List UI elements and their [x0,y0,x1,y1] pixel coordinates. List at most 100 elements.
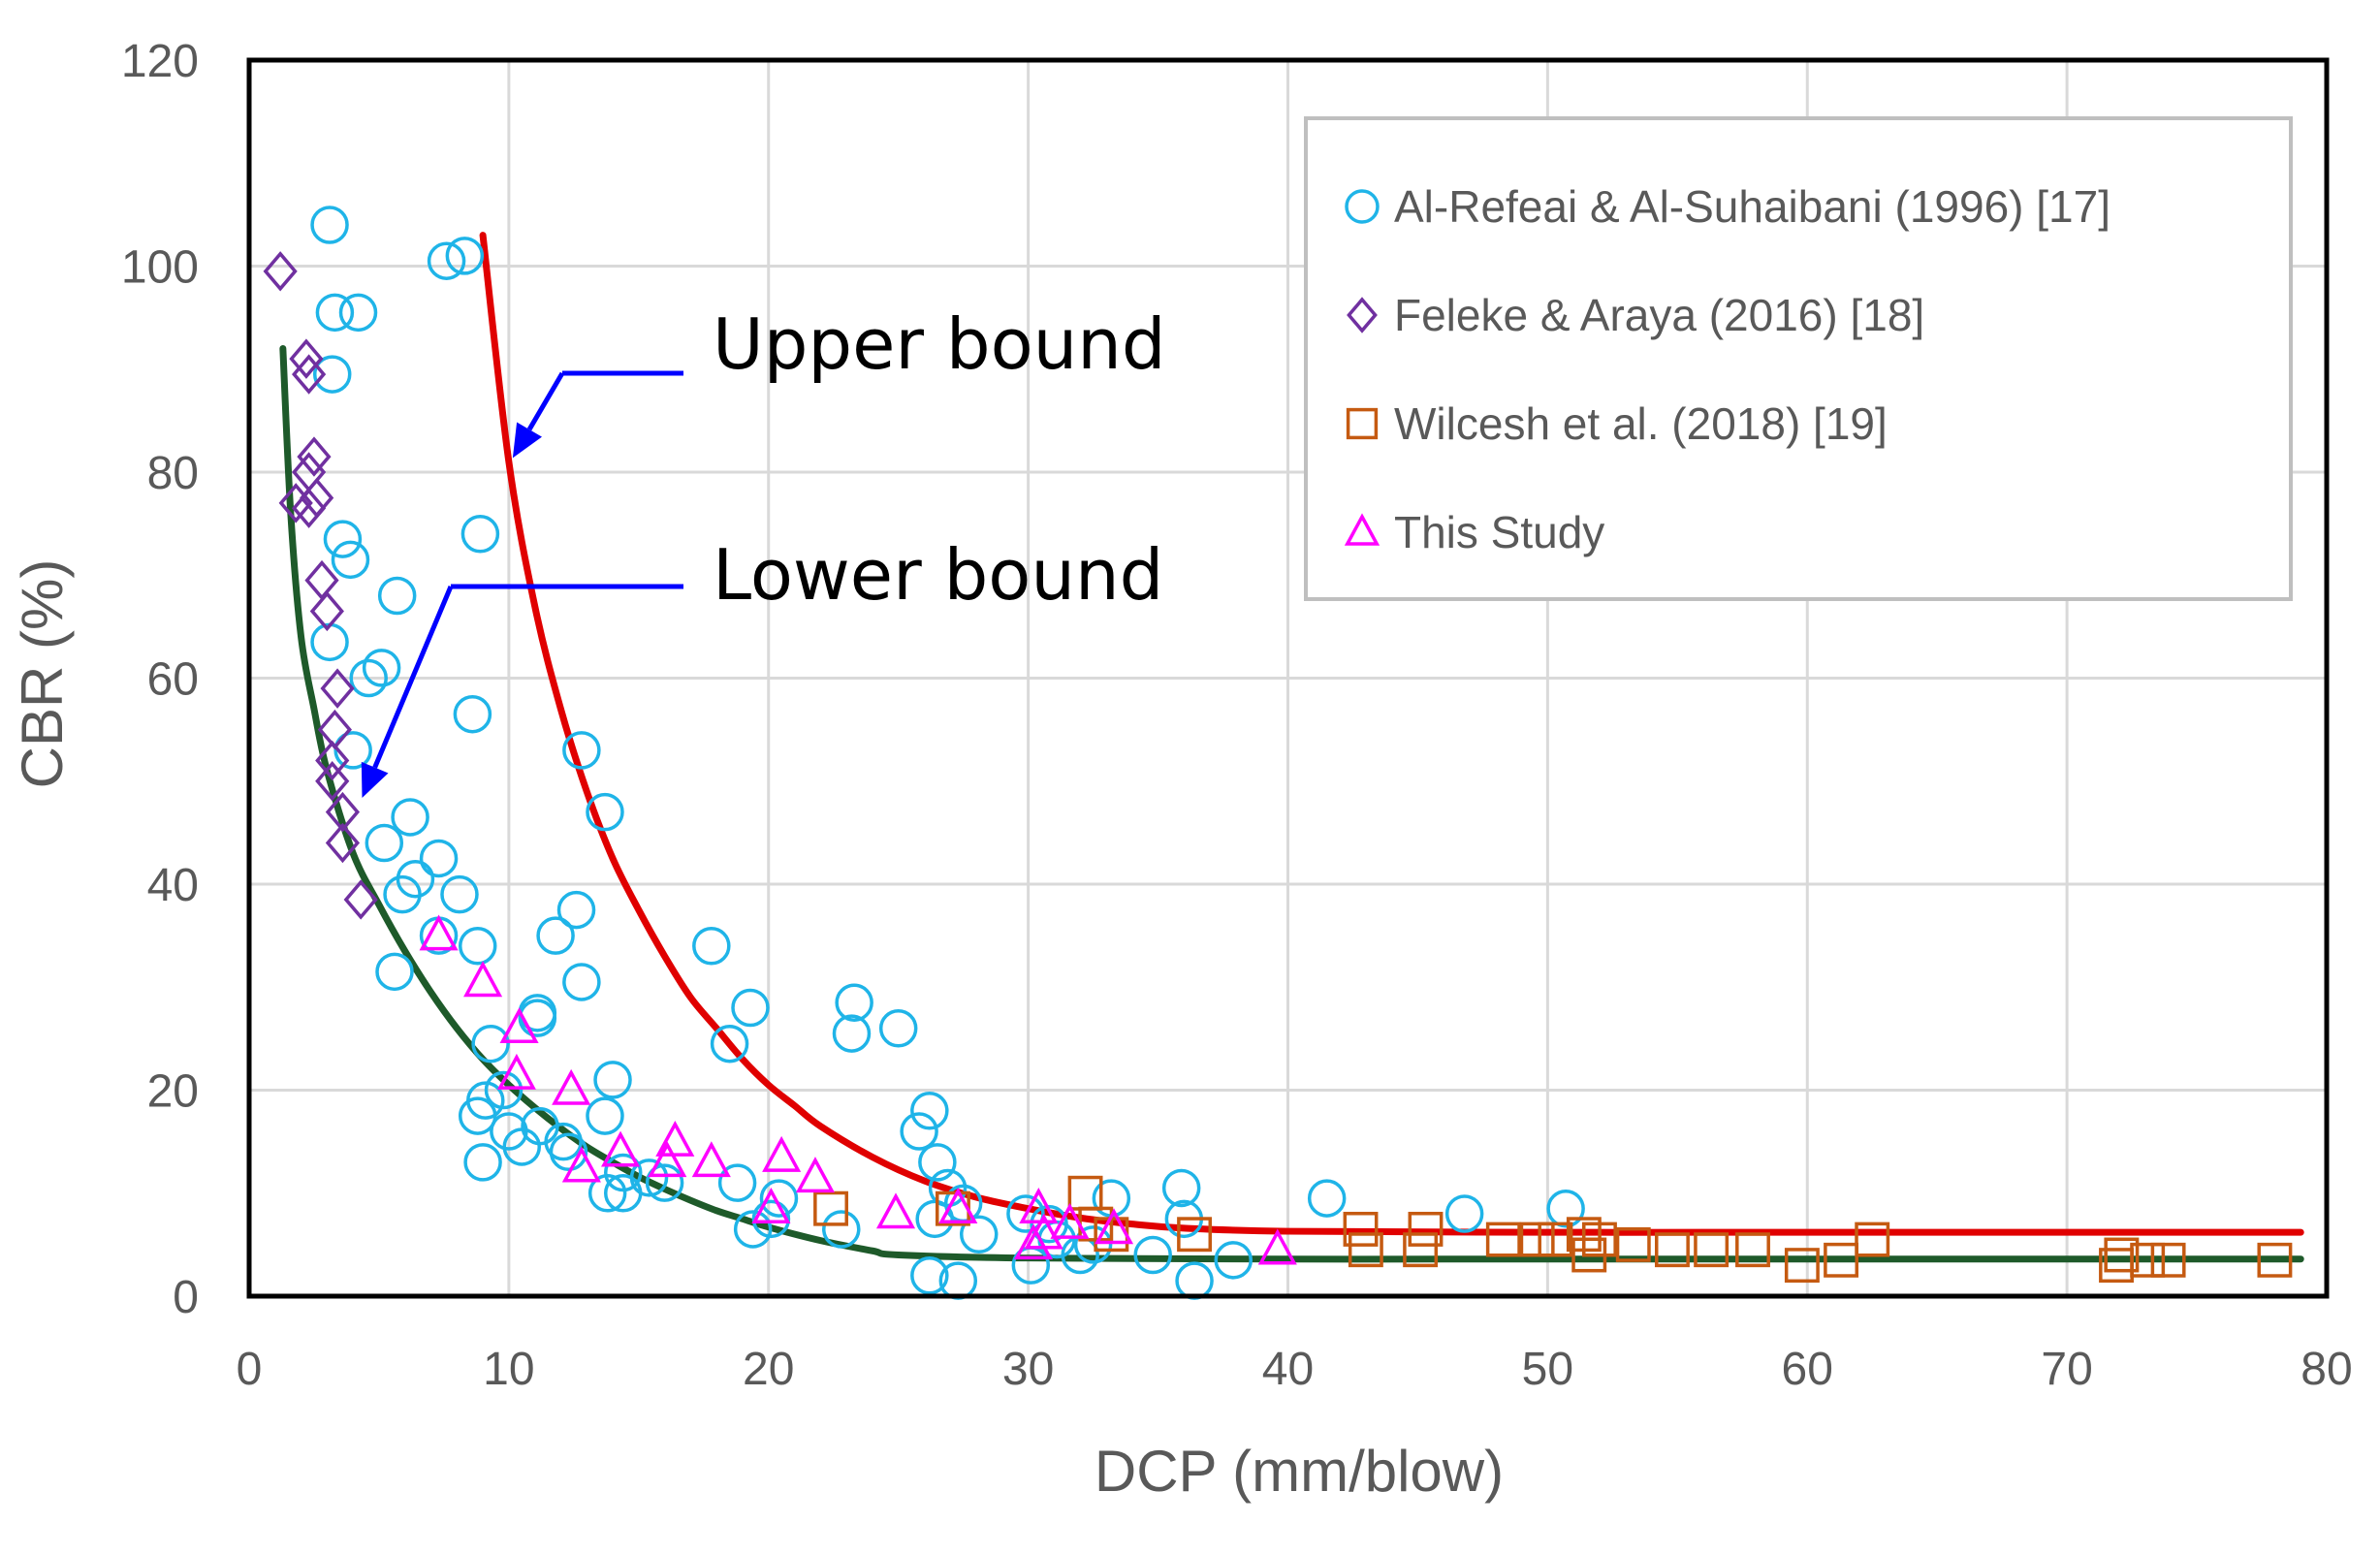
circle-data-point [310,622,349,662]
annotation-arrow-head [361,761,389,798]
legend-label: Wilcesh et al. (2018) [19] [1394,398,1888,449]
annotation-label: Lower bound [713,534,1163,616]
triangle-data-point [938,1188,978,1223]
triangle-data-point [496,1053,536,1090]
circle-data-point [832,1014,872,1053]
square-data-point [1615,1226,1651,1262]
triangle-data-point [1050,1202,1090,1239]
diamond-data-point [315,761,350,802]
square-data-point [1855,1222,1890,1257]
annotations: Upper bound Lower bound [361,303,1166,798]
circle-data-point [338,293,378,333]
x-tick-label: 40 [1262,1344,1314,1395]
circle-data-point [562,731,601,770]
circle-data-point [733,1210,773,1249]
circle-data-point [445,237,485,275]
square-data-point [1177,1217,1213,1253]
legend-label: Al-Refeai & Al-Suhaibani (1996) [17] [1394,181,2110,232]
circle-data-point [692,927,731,966]
circle-data-point [460,515,500,554]
y-tick-label: 100 [121,242,199,294]
legend-triangle-icon [1344,513,1380,546]
circle-data-point [536,916,575,955]
circle-data-point [331,540,370,580]
circle-data-point [453,694,492,734]
circle-data-point [458,1096,497,1135]
diamond-data-point [292,488,327,528]
square-data-point [1343,1211,1379,1247]
circle-data-point [383,874,422,914]
circle-data-point [1444,1194,1484,1233]
circle-data-point [1073,1225,1113,1264]
circle-data-point [471,1024,510,1063]
circle-data-point [910,1256,949,1295]
circle-data-point [502,1127,542,1166]
diamond-data-point [325,822,361,864]
triangle-data-point [1257,1228,1297,1265]
circle-data-point [822,1210,861,1249]
diamond-data-point [309,590,344,632]
triangle-data-point [655,1120,695,1157]
square-data-point [1735,1232,1770,1268]
x-tick-label: 30 [1002,1344,1054,1395]
diamond-data-point [325,791,361,833]
y-axis-title: CBR (%) [10,559,75,789]
circle-data-point [484,1070,524,1110]
triangle-data-point [1019,1188,1059,1223]
triangle-data-point [648,1141,687,1178]
annotation-arrow-shaft [526,371,565,431]
diamond-data-point [292,354,327,395]
triangle-data-point [1094,1208,1134,1245]
diamond-data-point [320,668,355,709]
circle-data-point [710,1024,749,1063]
y-tick-label: 60 [147,654,199,706]
square-data-point [1485,1222,1521,1257]
diamond-data-point [263,251,298,292]
y-tick-labels: 0 20 40 60 80 100 120 [121,36,199,1323]
square-data-point [1655,1232,1690,1268]
x-tick-labels: 0 10 20 30 40 50 60 70 80 [237,1344,2353,1395]
annotation-arrow-head [512,422,542,459]
triangle-data-point [1024,1213,1063,1250]
square-data-point [813,1190,848,1226]
square-data-point [2150,1242,2186,1278]
circle-data-point [310,206,349,244]
square-data-point [1538,1222,1573,1257]
circle-data-point [549,1132,588,1171]
x-tick-label: 20 [743,1344,794,1395]
diamond-data-point [304,559,339,601]
circle-data-point [427,241,466,280]
x-tick-label: 80 [2301,1344,2352,1395]
circle-data-point [603,1174,643,1213]
annotation-arrow-shaft [372,586,454,769]
circle-data-point [362,649,401,687]
series-curves [279,232,2304,1263]
legend-label: This Study [1394,507,1604,557]
x-axis-title: DCP (mm/blow) [1095,1439,1504,1504]
square-data-point [1408,1211,1444,1247]
circle-data-point [556,890,596,930]
square-data-point [1348,1232,1383,1268]
triangle-data-point [561,1146,601,1183]
circle-data-point [323,520,363,558]
upper-bound-curve [479,232,2304,1236]
circle-data-point [918,1143,957,1182]
triangle-data-point [552,1068,591,1105]
square-data-point [1784,1248,1820,1284]
y-tick-label: 80 [147,448,199,499]
triangle-data-point [762,1135,802,1172]
circle-data-point [959,1215,999,1254]
circle-data-point [1161,1168,1201,1208]
x-tick-label: 0 [237,1344,263,1395]
circle-data-point [1546,1189,1585,1228]
square-data-point [1403,1232,1439,1268]
circle-data-point [910,1092,949,1130]
circle-data-point [396,859,435,899]
circle-data-point [1214,1241,1253,1280]
triangle-data-point [1013,1223,1054,1260]
circle-data-point [440,874,479,914]
x-tick-label: 70 [2041,1344,2092,1395]
circle-data-point [717,1163,757,1202]
triangle-data-point [875,1192,916,1229]
